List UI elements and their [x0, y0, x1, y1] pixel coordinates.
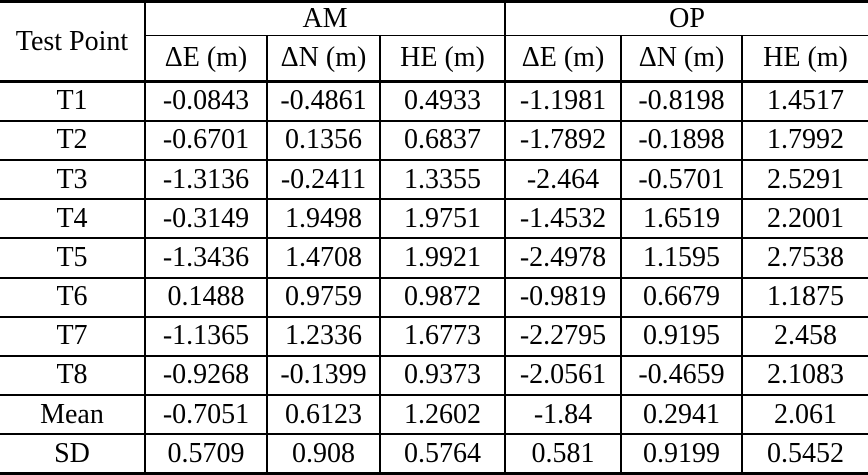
data-cell: 1.1595: [620, 237, 744, 279]
data-cell: 0.5452: [741, 433, 868, 475]
row-label-cell: T2: [0, 119, 146, 162]
data-cell: 2.458: [741, 315, 868, 357]
data-cell: 1.6773: [378, 315, 507, 357]
data-cell: 0.6837: [378, 119, 507, 162]
row-label-cell: T7: [0, 315, 146, 357]
data-cell: 0.9199: [620, 433, 744, 475]
data-cell: -1.1365: [144, 315, 268, 357]
data-cell: 1.4517: [741, 80, 868, 122]
data-cell: -2.2795: [504, 315, 623, 357]
data-cell: 1.2336: [266, 315, 381, 357]
table-header: Test Point AM OP ΔE (m) ΔN (m) HE (m) ΔE…: [0, 0, 868, 84]
data-cell: -0.2411: [266, 159, 381, 201]
data-cell: 1.3355: [378, 159, 507, 201]
row-label-cell: T3: [0, 159, 146, 201]
data-cell: -0.1399: [266, 354, 381, 397]
data-cell: 0.5764: [378, 433, 507, 475]
table-body: T1 -0.0843 -0.4861 0.4933 -1.1981 -0.819…: [0, 80, 868, 475]
row-label-cell: SD: [0, 433, 146, 475]
data-cell: 1.9751: [378, 198, 507, 240]
table-row: T3 -1.3136 -0.2411 1.3355 -2.464 -0.5701…: [0, 159, 868, 201]
data-cell: 0.6679: [620, 276, 744, 318]
data-cell: 0.6123: [266, 394, 381, 436]
data-cell: 1.9921: [378, 237, 507, 279]
data-cell: 0.2941: [620, 394, 744, 436]
data-cell: -0.8198: [620, 80, 744, 122]
row-label-cell: T5: [0, 237, 146, 279]
data-cell: -2.4978: [504, 237, 623, 279]
row-label-cell: Mean: [0, 394, 146, 436]
subheader-op-de: ΔE (m): [504, 35, 623, 84]
data-cell: -0.5701: [620, 159, 744, 201]
row-label-cell: T1: [0, 80, 146, 122]
data-cell: 1.4708: [266, 237, 381, 279]
data-cell: -1.3136: [144, 159, 268, 201]
group-header-row: Test Point AM OP: [0, 0, 868, 83]
data-cell: -0.9819: [504, 276, 623, 318]
data-cell: 0.9759: [266, 276, 381, 318]
data-cell: -1.7892: [504, 119, 623, 162]
data-cell: 2.5291: [741, 159, 868, 201]
data-cell: -0.9268: [144, 354, 268, 397]
row-label-cell: T4: [0, 198, 146, 240]
data-cell: 1.7992: [741, 119, 868, 162]
data-cell: -1.1981: [504, 80, 623, 122]
data-cell: 2.061: [741, 394, 868, 436]
data-cell: 1.1875: [741, 276, 868, 318]
table-row: T1 -0.0843 -0.4861 0.4933 -1.1981 -0.819…: [0, 80, 868, 122]
table-row: T4 -0.3149 1.9498 1.9751 -1.4532 1.6519 …: [0, 198, 868, 240]
corner-header-cell: Test Point: [0, 0, 146, 83]
table-row: T5 -1.3436 1.4708 1.9921 -2.4978 1.1595 …: [0, 237, 868, 279]
data-cell: 0.5709: [144, 433, 268, 475]
data-cell: 1.2602: [378, 394, 507, 436]
data-cell: -1.84: [504, 394, 623, 436]
data-cell: -2.0561: [504, 354, 623, 397]
row-label-cell: T6: [0, 276, 146, 318]
subheader-am-he: HE (m): [378, 35, 507, 84]
data-cell: 0.581: [504, 433, 623, 475]
data-cell: -0.7051: [144, 394, 268, 436]
data-cell: -0.6701: [144, 119, 268, 162]
table-row: T7 -1.1365 1.2336 1.6773 -2.2795 0.9195 …: [0, 315, 868, 357]
data-cell: 0.9373: [378, 354, 507, 397]
sub-header-row: ΔE (m) ΔN (m) HE (m) ΔE (m) ΔN (m) HE (m…: [0, 35, 868, 84]
data-cell: -0.0843: [144, 80, 268, 122]
group-header-am: AM: [143, 0, 507, 37]
data-cell: 2.1083: [741, 354, 868, 397]
data-cell: 2.2001: [741, 198, 868, 240]
data-cell: 0.908: [266, 433, 381, 475]
table-row: T6 0.1488 0.9759 0.9872 -0.9819 0.6679 1…: [0, 276, 868, 318]
row-label-cell: T8: [0, 354, 146, 397]
data-cell: 0.9195: [620, 315, 744, 357]
data-cell: 0.4933: [378, 80, 507, 122]
data-cell: -0.4861: [266, 80, 381, 122]
group-header-op: OP: [504, 0, 868, 37]
data-cell: -0.4659: [620, 354, 744, 397]
data-cell: 1.6519: [620, 198, 744, 240]
data-cell: -1.3436: [144, 237, 268, 279]
table-row: T8 -0.9268 -0.1399 0.9373 -2.0561 -0.465…: [0, 354, 868, 397]
table-row: T2 -0.6701 0.1356 0.6837 -1.7892 -0.1898…: [0, 119, 868, 162]
subheader-op-dn: ΔN (m): [620, 35, 744, 84]
data-cell: 2.7538: [741, 237, 868, 279]
table-row: Mean -0.7051 0.6123 1.2602 -1.84 0.2941 …: [0, 394, 868, 436]
data-cell: -0.3149: [144, 198, 268, 240]
data-cell: 1.9498: [266, 198, 381, 240]
data-cell: -1.4532: [504, 198, 623, 240]
data-cell: -0.1898: [620, 119, 744, 162]
subheader-am-dn: ΔN (m): [266, 35, 381, 84]
subheader-am-de: ΔE (m): [144, 35, 268, 84]
data-cell: 0.1488: [144, 276, 268, 318]
subheader-op-he: HE (m): [741, 35, 868, 84]
data-cell: 0.9872: [378, 276, 507, 318]
data-cell: 0.1356: [266, 119, 381, 162]
data-cell: -2.464: [504, 159, 623, 201]
table-row: SD 0.5709 0.908 0.5764 0.581 0.9199 0.54…: [0, 433, 868, 475]
